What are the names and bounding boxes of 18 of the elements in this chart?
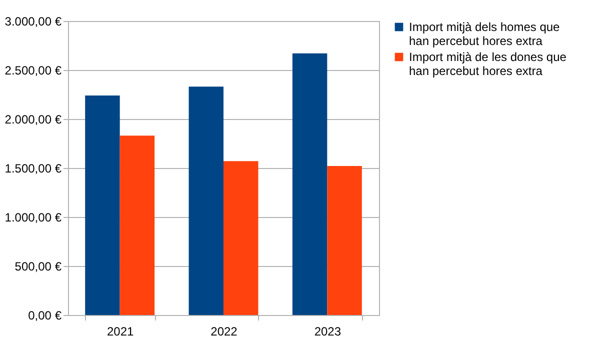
- bar: [292, 53, 328, 315]
- bar: [120, 136, 155, 315]
- bar: [327, 166, 362, 315]
- bar: [188, 86, 224, 315]
- y-tick-label: 1.000,00 €: [4, 210, 62, 224]
- x-tick-label: 2023: [314, 324, 342, 338]
- x-tick-label: 2022: [210, 324, 238, 338]
- y-tick-label: 1.500,00 €: [4, 162, 62, 176]
- bar: [85, 95, 120, 315]
- legend-label: Import mitjà dels homes que han percebut hores extra: [409, 20, 560, 48]
- y-tick-label: 2.500,00 €: [4, 64, 62, 78]
- y-tick-label: 0,00 €: [28, 308, 62, 322]
- y-tick-label: 2.000,00 €: [4, 112, 62, 126]
- legend-label: Import mitjà de les dones que han percebut hores extra: [409, 50, 567, 78]
- y-tick-label: 3.000,00 €: [4, 14, 62, 28]
- x-tick-label: 2021: [106, 324, 134, 338]
- y-tick-label: 500,00 €: [14, 260, 62, 274]
- bar: [224, 161, 258, 315]
